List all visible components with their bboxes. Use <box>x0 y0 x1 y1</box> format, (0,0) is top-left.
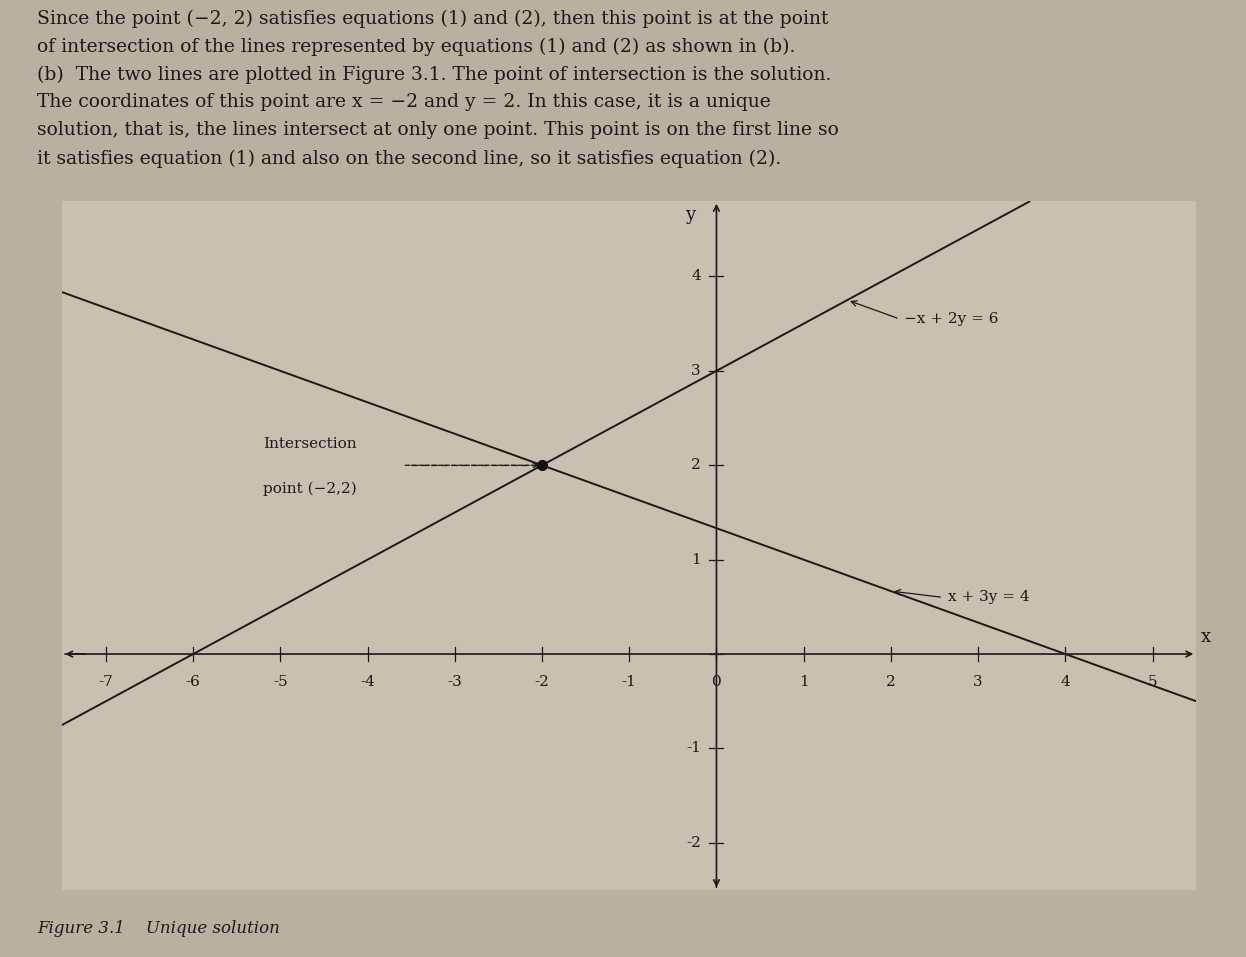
Text: of intersection of the lines represented by equations (1) and (2) as shown in (b: of intersection of the lines represented… <box>37 37 796 56</box>
Text: 5: 5 <box>1148 675 1158 689</box>
Text: y: y <box>684 206 695 224</box>
Text: x + 3y = 4: x + 3y = 4 <box>948 590 1029 605</box>
Text: 1: 1 <box>692 552 700 567</box>
Text: Since the point (−2, 2) satisfies equations (1) and (2), then this point is at t: Since the point (−2, 2) satisfies equati… <box>37 10 829 28</box>
Text: 3: 3 <box>692 364 700 378</box>
Text: -7: -7 <box>98 675 113 689</box>
Text: -4: -4 <box>360 675 375 689</box>
Text: -2: -2 <box>535 675 549 689</box>
Text: 3: 3 <box>973 675 983 689</box>
Text: point (−2,2): point (−2,2) <box>263 481 356 496</box>
Text: -1: -1 <box>622 675 637 689</box>
Text: x: x <box>1201 628 1211 646</box>
Text: solution, that is, the lines intersect at only one point. This point is on the f: solution, that is, the lines intersect a… <box>37 122 840 140</box>
Text: 4: 4 <box>1060 675 1070 689</box>
Text: The coordinates of this point are x = −2 and y = 2. In this case, it is a unique: The coordinates of this point are x = −2… <box>37 94 771 112</box>
Text: 2: 2 <box>886 675 896 689</box>
Text: 2: 2 <box>692 458 700 472</box>
Text: 4: 4 <box>692 270 700 283</box>
Text: (b)  The two lines are plotted in Figure 3.1. The point of intersection is the s: (b) The two lines are plotted in Figure … <box>37 65 832 84</box>
Text: −x + 2y = 6: −x + 2y = 6 <box>905 312 998 326</box>
Text: -3: -3 <box>447 675 462 689</box>
Text: 0: 0 <box>711 675 721 689</box>
Text: Figure 3.1    Unique solution: Figure 3.1 Unique solution <box>37 920 280 937</box>
Text: 1: 1 <box>799 675 809 689</box>
Text: -1: -1 <box>685 742 700 755</box>
Text: -6: -6 <box>186 675 201 689</box>
Text: -5: -5 <box>273 675 288 689</box>
Text: it satisfies equation (1) and also on the second line, so it satisfies equation : it satisfies equation (1) and also on th… <box>37 149 781 167</box>
Text: -2: -2 <box>685 835 700 850</box>
Text: Intersection: Intersection <box>263 437 356 451</box>
